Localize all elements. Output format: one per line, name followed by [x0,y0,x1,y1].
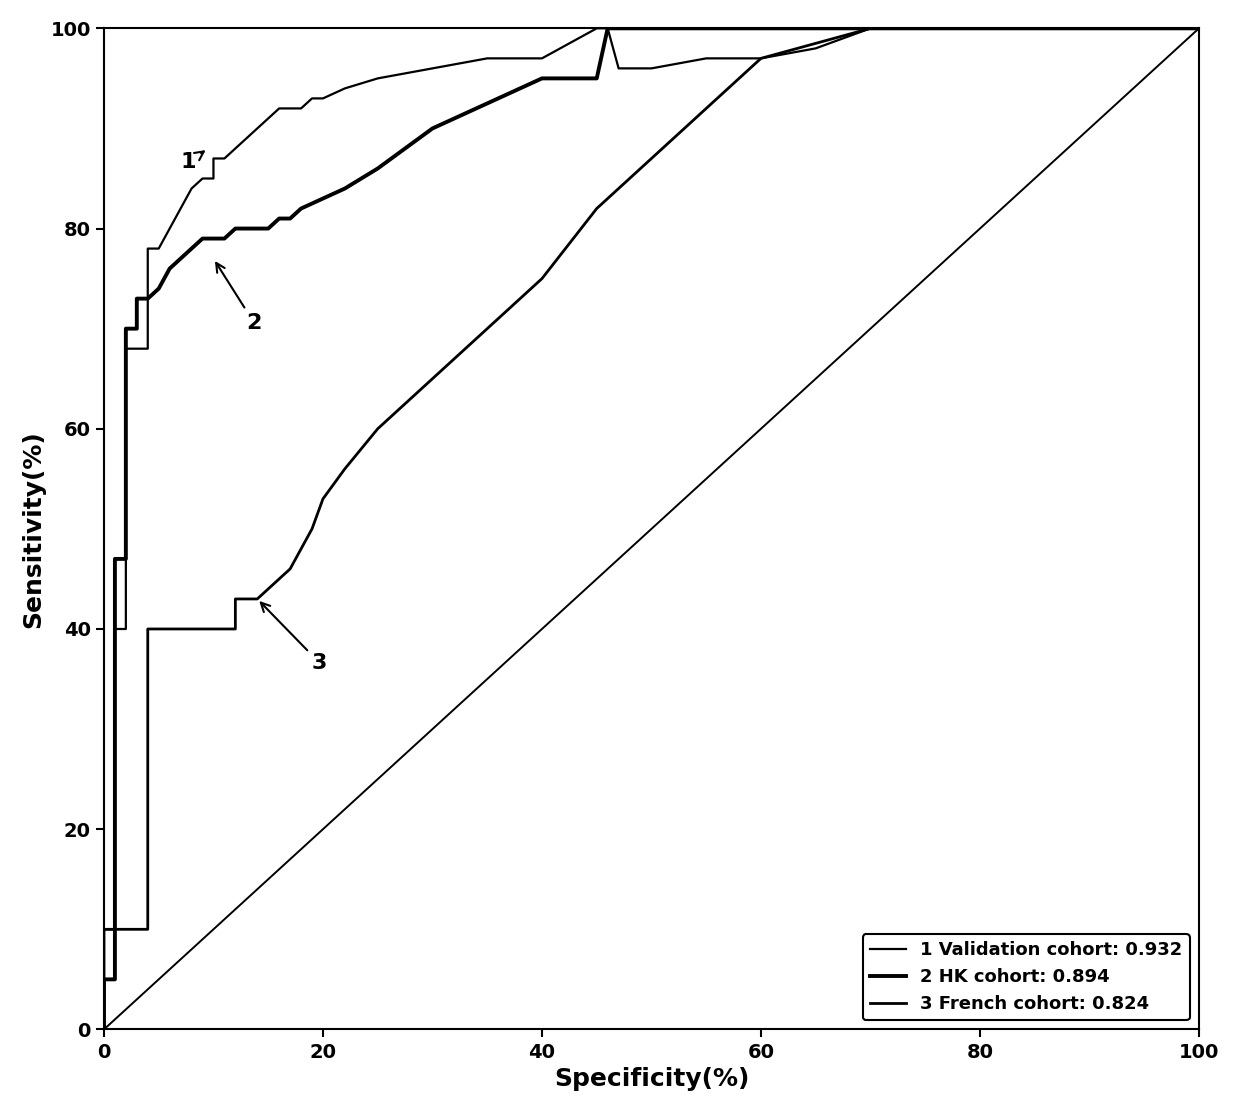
Y-axis label: Sensitivity(%): Sensitivity(%) [21,430,45,628]
Text: 1: 1 [181,151,203,172]
Legend: 1 Validation cohort: 0.932, 2 HK cohort: 0.894, 3 French cohort: 0.824: 1 Validation cohort: 0.932, 2 HK cohort:… [863,934,1190,1021]
X-axis label: Specificity(%): Specificity(%) [554,1068,749,1091]
Text: 3: 3 [260,603,327,673]
Text: 2: 2 [216,262,262,332]
